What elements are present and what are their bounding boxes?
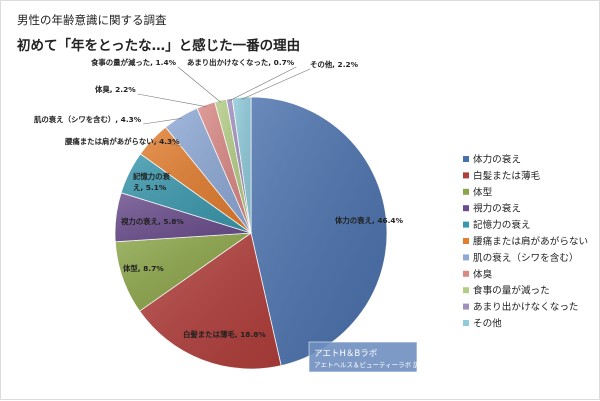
data-label-5: 記憶力の衰え, 5.1% xyxy=(133,172,171,192)
data-label-11: その他, 2.2% xyxy=(310,60,359,69)
data-label-6: 腰痛または肩があがらない, 4.3% xyxy=(64,137,180,146)
chart-subtitle: 初めて「年をとったな…」と感じた一番の理由 xyxy=(17,38,301,54)
slice-1-shading xyxy=(251,97,387,366)
data-label-9: 食事の量が減った, 1.4% xyxy=(90,58,177,67)
slice-5-shading xyxy=(121,153,251,233)
legend-swatch-11 xyxy=(463,320,469,326)
legend-label-4: 視力の衰え xyxy=(473,203,521,215)
source-title: アエトH＆Bラボ xyxy=(314,349,378,359)
legend-label-6: 腰痛または肩があがらない xyxy=(473,236,588,248)
data-label-10: あまり出かけなくなった, 0.7% xyxy=(187,58,295,67)
slice-7-shading xyxy=(165,108,251,233)
slice-6-shading xyxy=(140,127,251,233)
data-label-8: 体臭, 2.2% xyxy=(95,85,136,94)
legend-swatch-5 xyxy=(463,221,469,228)
source-box: アエトH＆Bラボ アエトヘルス＆ビューティーラボ 調べ xyxy=(308,341,427,373)
slice-4-shading xyxy=(114,192,251,242)
legend-label-1: 体力の衰え xyxy=(473,154,521,166)
leader-lines xyxy=(137,66,311,147)
slice-11-shading xyxy=(232,97,251,233)
slice-3-shading xyxy=(115,233,251,312)
leader-line-7 xyxy=(143,118,182,125)
legend-label-9: 食事の量が減った xyxy=(473,285,550,297)
pie-slices xyxy=(114,96,388,370)
legend-swatch-3 xyxy=(463,188,469,195)
legend-label-10: あまり出かけなくなった xyxy=(473,301,579,313)
legend-swatch-10 xyxy=(463,303,469,310)
legend: 体力の衰え白髪または薄毛体型視力の衰え記憶力の衰え腰痛または肩があがらない肌の衰… xyxy=(463,154,588,330)
leader-line-6 xyxy=(153,140,182,147)
data-label-2: 白髪または薄毛, 18.8% xyxy=(183,330,266,339)
legend-swatch-8 xyxy=(463,270,469,277)
data-label-1: 体力の衰え, 46.4% xyxy=(335,216,404,225)
slice-10-shading xyxy=(226,98,251,233)
legend-swatch-9 xyxy=(463,287,469,294)
leader-line-11 xyxy=(241,68,311,100)
legend-swatch-7 xyxy=(463,254,469,261)
slice-2-shading xyxy=(139,233,282,369)
legend-swatch-4 xyxy=(463,205,469,212)
legend-label-2: 白髪または薄毛 xyxy=(473,170,541,182)
slice-8-shading xyxy=(196,101,251,233)
legend-swatch-6 xyxy=(463,238,469,244)
data-label-3: 体型, 8.7% xyxy=(123,264,164,273)
legend-label-5: 記憶力の衰え xyxy=(473,219,531,231)
legend-swatch-2 xyxy=(463,172,469,179)
data-label-4: 視力の衰え, 5.8% xyxy=(120,217,184,226)
legend-label-7: 肌の衰え（シワを含む） xyxy=(473,252,579,264)
legend-label-11: その他 xyxy=(473,318,502,330)
chart-title: 男性の年齢意識に関する調査 xyxy=(17,13,167,27)
legend-swatch-1 xyxy=(463,156,469,162)
data-label-7: 肌の衰え（シワを含む）, 4.3% xyxy=(33,115,142,124)
leader-line-9 xyxy=(177,66,222,103)
leader-line-10 xyxy=(229,66,297,101)
source-box-background xyxy=(308,341,418,373)
slice-9-shading xyxy=(214,99,251,233)
legend-label-8: 体臭 xyxy=(473,268,493,280)
leader-line-8 xyxy=(137,93,207,107)
source-subtitle: アエトヘルス＆ビューティーラボ 調べ xyxy=(314,360,427,369)
legend-label-3: 体型 xyxy=(473,186,493,198)
data-labels: 体力の衰え, 46.4% 白髪または薄毛, 18.8% 体型, 8.7% 視力の衰え,… xyxy=(33,58,404,339)
